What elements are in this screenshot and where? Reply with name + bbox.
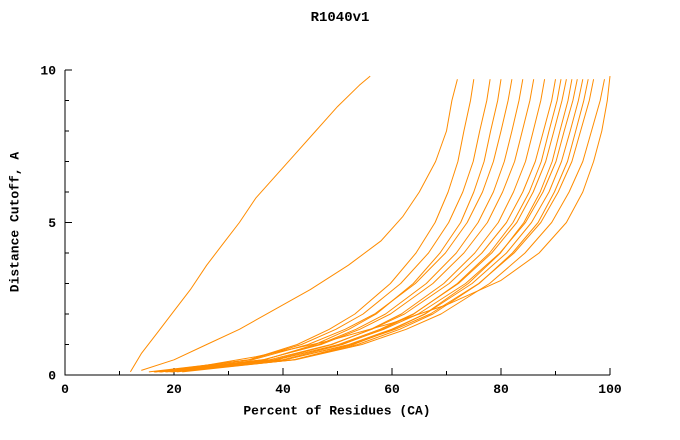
x-tick-label: 60 (384, 382, 400, 397)
y-tick-label: 0 (48, 369, 56, 384)
series-line (165, 79, 546, 373)
series-line (169, 79, 502, 373)
series-line (154, 79, 556, 373)
series-line (129, 75, 371, 373)
series-line (141, 79, 458, 371)
series-line (171, 79, 562, 373)
series-line (155, 79, 578, 373)
series-line (184, 76, 611, 370)
series-line (153, 79, 491, 373)
x-tick-label: 20 (166, 382, 182, 397)
x-tick-label: 40 (275, 382, 291, 397)
y-axis-label: Distance Cutoff, A (7, 151, 23, 293)
series-line (148, 79, 513, 373)
x-tick-label: 80 (493, 382, 509, 397)
series-line (154, 79, 535, 373)
series-line (158, 79, 475, 373)
x-tick-label: 0 (61, 382, 69, 397)
series-line (160, 79, 567, 373)
series-line (171, 79, 605, 373)
series-line (176, 79, 589, 373)
x-tick-label: 100 (598, 382, 622, 397)
x-axis-label: Percent of Residues (CA) (243, 403, 431, 419)
chart-title: R1040v1 (310, 10, 370, 26)
y-tick-label: 10 (40, 64, 56, 79)
series-line (159, 79, 524, 373)
y-tick-label: 5 (48, 216, 56, 231)
axis-frame (64, 70, 610, 376)
series-line (160, 79, 595, 373)
